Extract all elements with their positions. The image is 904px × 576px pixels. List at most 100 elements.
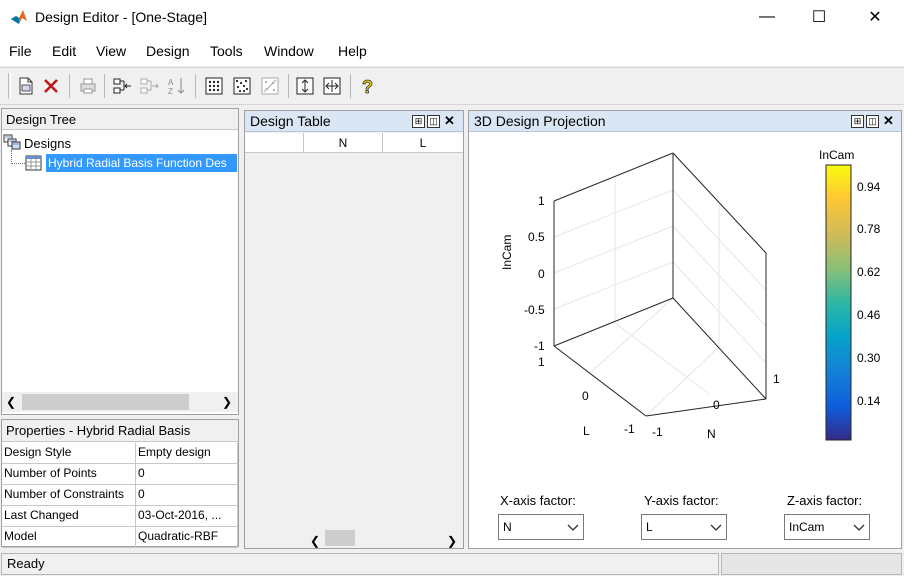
colorbar-tick-label: 0.14 [857,394,881,408]
chevron-down-icon [710,524,722,531]
chevron-down-icon [853,524,865,531]
n-tick-label: -1 [652,425,663,439]
designs-root-node[interactable] [3,133,21,150]
close-panel-icon[interactable]: ✕ [883,113,894,128]
z-tick-label: 0 [538,267,545,281]
status-text: Ready [1,553,719,575]
prop-key-last-changed: Last Changed [2,506,136,527]
print-button[interactable] [77,75,99,97]
z-factor-value: InCam [789,520,825,534]
axes-gridlines [553,152,767,417]
close-button[interactable]: ✕ [852,0,898,34]
window-title: Design Editor - [One-Stage] [35,9,207,25]
prop-value-design-style: Empty design [136,443,238,464]
menu-edit[interactable]: Edit [52,43,77,59]
column-header-l[interactable]: L [419,136,427,150]
design-tree-header: Design Tree [2,109,238,130]
toolbar-separator [104,74,105,98]
designs-root-label[interactable]: Designs [24,136,71,151]
tree-connector [11,163,25,164]
tree-left-button[interactable] [111,75,133,97]
n-tick-label: 1 [773,372,780,386]
menu-view[interactable]: View [96,43,127,59]
z-factor-select[interactable]: InCam [784,514,870,540]
x-factor-select[interactable]: N [498,514,584,540]
grid-dots-2-button[interactable] [231,75,253,97]
z-axis-label: InCam [500,234,514,270]
design-node-icon-wrap [25,155,43,174]
projection-3d-axes [553,152,767,417]
menu-design[interactable]: Design [146,43,190,59]
y-factor-select[interactable]: L [641,514,727,540]
design-table-panel [244,110,464,549]
l-tick-label: 1 [538,355,545,369]
scroll-thumb[interactable] [22,394,189,410]
design-table-header: Design Table [245,111,463,132]
hybrid-rbf-design-node[interactable]: Hybrid Radial Basis Function Des [46,154,237,172]
l-tick-label: 0 [582,389,589,403]
n-tick-label: 0 [713,398,720,412]
sort-icon: AZ [168,78,185,96]
column-header-n[interactable]: N [304,133,383,153]
undock-icon[interactable]: ⊞ [851,115,864,128]
grid-dots-2-icon [233,77,251,95]
colorbar [825,164,852,441]
prop-key-number-of-constraints: Number of Constraints [2,485,136,506]
scroll-left-icon[interactable]: ❮ [6,395,17,409]
design-table-icon [25,155,42,171]
horizontal-resize-icon [323,77,341,95]
grid-dots-disabled-icon [261,77,279,95]
split-icon[interactable]: ◫ [427,115,440,128]
n-axis-label: N [707,427,716,441]
z-tick-label: 1 [538,194,545,208]
axes-box-lines [553,152,767,417]
z-tick-label: -1 [534,339,545,353]
tree-right-icon [140,78,159,94]
toolbar [0,67,904,105]
print-icon [80,78,96,94]
tree-right-button[interactable] [138,75,160,97]
toolbar-separator [350,74,351,98]
new-design-button[interactable] [15,75,37,97]
maximize-icon: ☐ [811,9,827,26]
colorbar-tick-label: 0.78 [857,222,881,236]
chevron-down-icon [567,524,579,531]
vertical-resize-icon [296,77,314,95]
svg-text:Z: Z [168,87,173,96]
delete-icon [44,79,58,93]
undock-icon[interactable]: ⊞ [412,115,425,128]
l-tick-label: -1 [624,422,635,436]
y-factor-value: L [646,520,653,534]
close-panel-icon[interactable]: ✕ [444,113,455,128]
colorbar-tick-label: 0.46 [857,308,881,322]
grid-dots-disabled-button[interactable] [259,75,281,97]
prop-value-number-of-constraints: 0 [136,485,238,506]
table-scroll-left-icon[interactable]: ❮ [310,534,321,548]
minimize-button[interactable]: — [744,0,790,34]
scroll-right-icon[interactable]: ❯ [222,395,233,409]
help-button[interactable]: ? [357,75,379,97]
menu-bar [0,36,904,66]
menu-help[interactable]: Help [338,43,367,59]
table-scroll-thumb[interactable] [325,530,355,546]
column-header-index[interactable] [245,133,304,153]
split-icon[interactable]: ◫ [866,115,879,128]
table-scroll-right-icon[interactable]: ❯ [447,534,458,548]
horizontal-resize-button[interactable] [321,75,343,97]
maximize-button[interactable]: ☐ [796,0,842,34]
close-icon: ✕ [868,9,882,26]
toolbar-separator [195,74,196,98]
grid-dots-button[interactable] [203,75,225,97]
prop-key-number-of-points: Number of Points [2,464,136,485]
z-tick-label: 0.5 [528,230,545,244]
vertical-resize-button[interactable] [294,75,316,97]
design-table-column-header [245,133,463,153]
menu-file[interactable]: File [9,43,32,59]
toolbar-separator [69,74,70,98]
menu-tools[interactable]: Tools [210,43,243,59]
toolbar-separator [288,74,289,98]
prop-value-number-of-points: 0 [136,464,238,485]
delete-button[interactable] [40,75,62,97]
menu-window[interactable]: Window [264,43,314,59]
